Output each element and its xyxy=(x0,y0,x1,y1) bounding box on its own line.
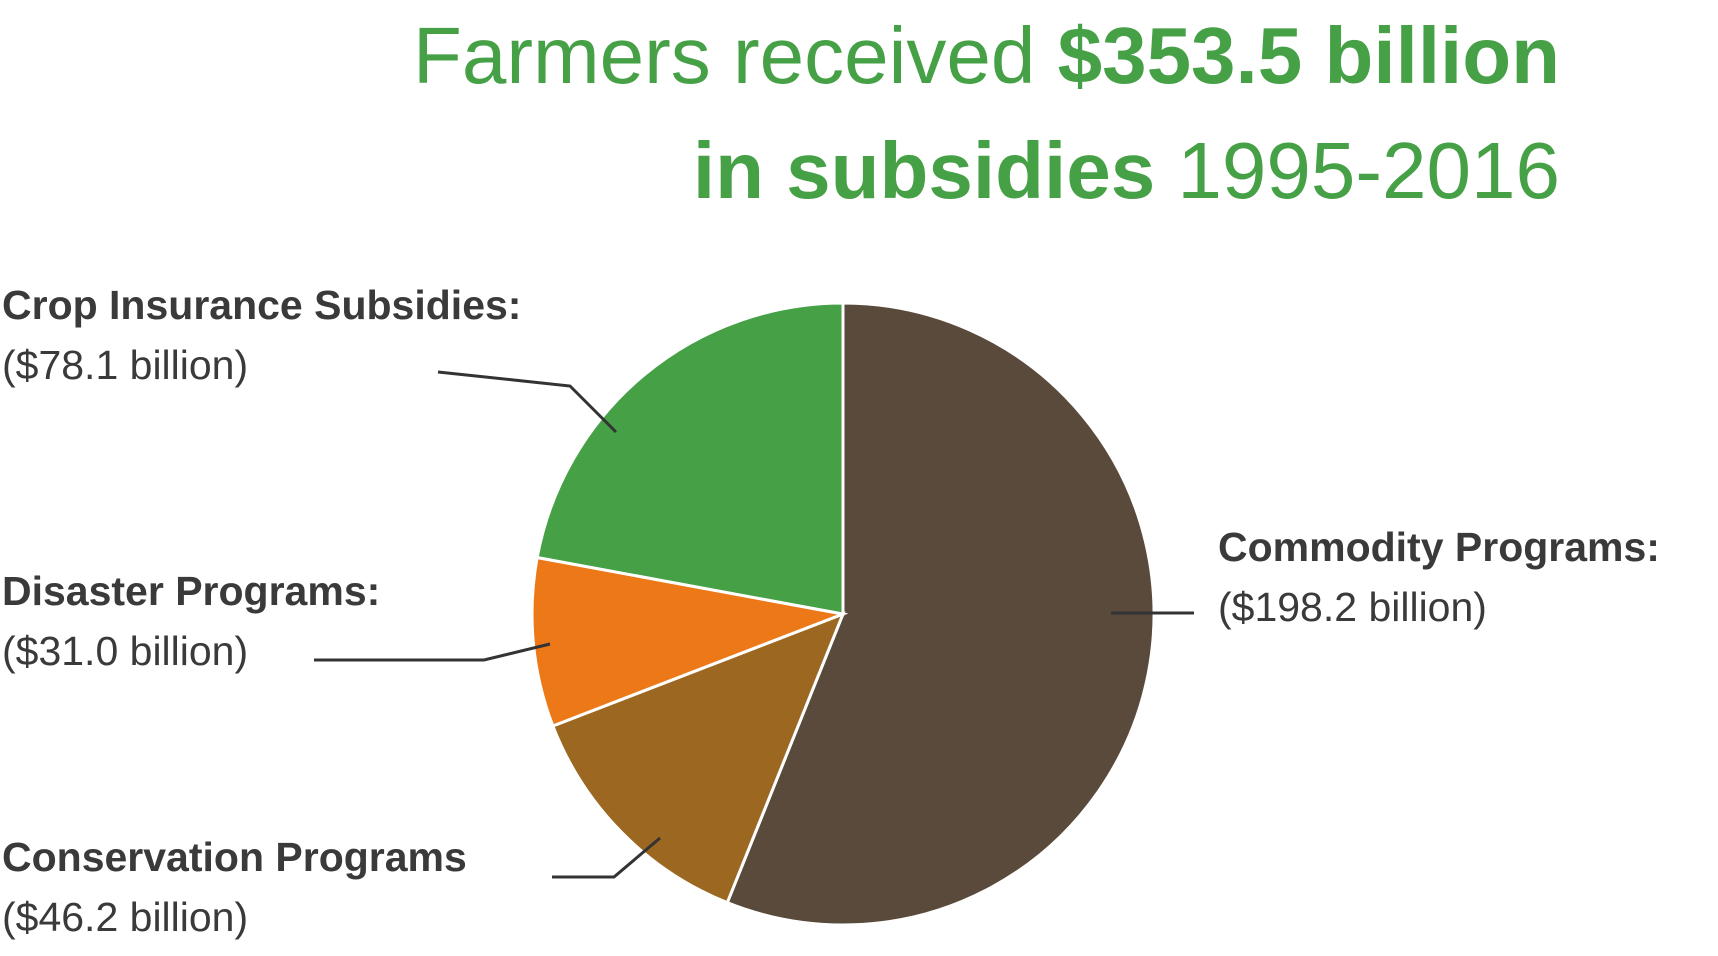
title-part: 1995-2016 xyxy=(1177,126,1560,215)
slice-label: Conservation Programs xyxy=(2,834,467,880)
leader-line xyxy=(314,642,551,662)
title-part: in subsidies xyxy=(693,126,1155,215)
slice-value-label: ($31.0 billion) xyxy=(2,628,248,674)
pie-slice xyxy=(535,301,845,616)
chart-title-line: Farmers received $353.5 billion xyxy=(413,11,1560,100)
chart-title-line: in subsidies 1995-2016 xyxy=(693,126,1560,215)
leader-line xyxy=(437,370,618,434)
slice-value-label: ($46.2 billion) xyxy=(2,894,248,940)
pie-slice xyxy=(530,555,849,728)
title-part: Farmers received xyxy=(413,11,1035,100)
pie-slice xyxy=(550,611,846,905)
slice-value-label: ($78.1 billion) xyxy=(2,342,248,388)
title-part: $353.5 billion xyxy=(1058,11,1560,100)
pie-slice xyxy=(725,301,1156,927)
slice-label: Commodity Programs: xyxy=(1218,524,1660,570)
slice-value-label: ($198.2 billion) xyxy=(1218,584,1487,630)
slice-label: Crop Insurance Subsidies: xyxy=(2,282,521,328)
leader-line xyxy=(552,836,661,879)
slice-label: Disaster Programs: xyxy=(2,568,380,614)
